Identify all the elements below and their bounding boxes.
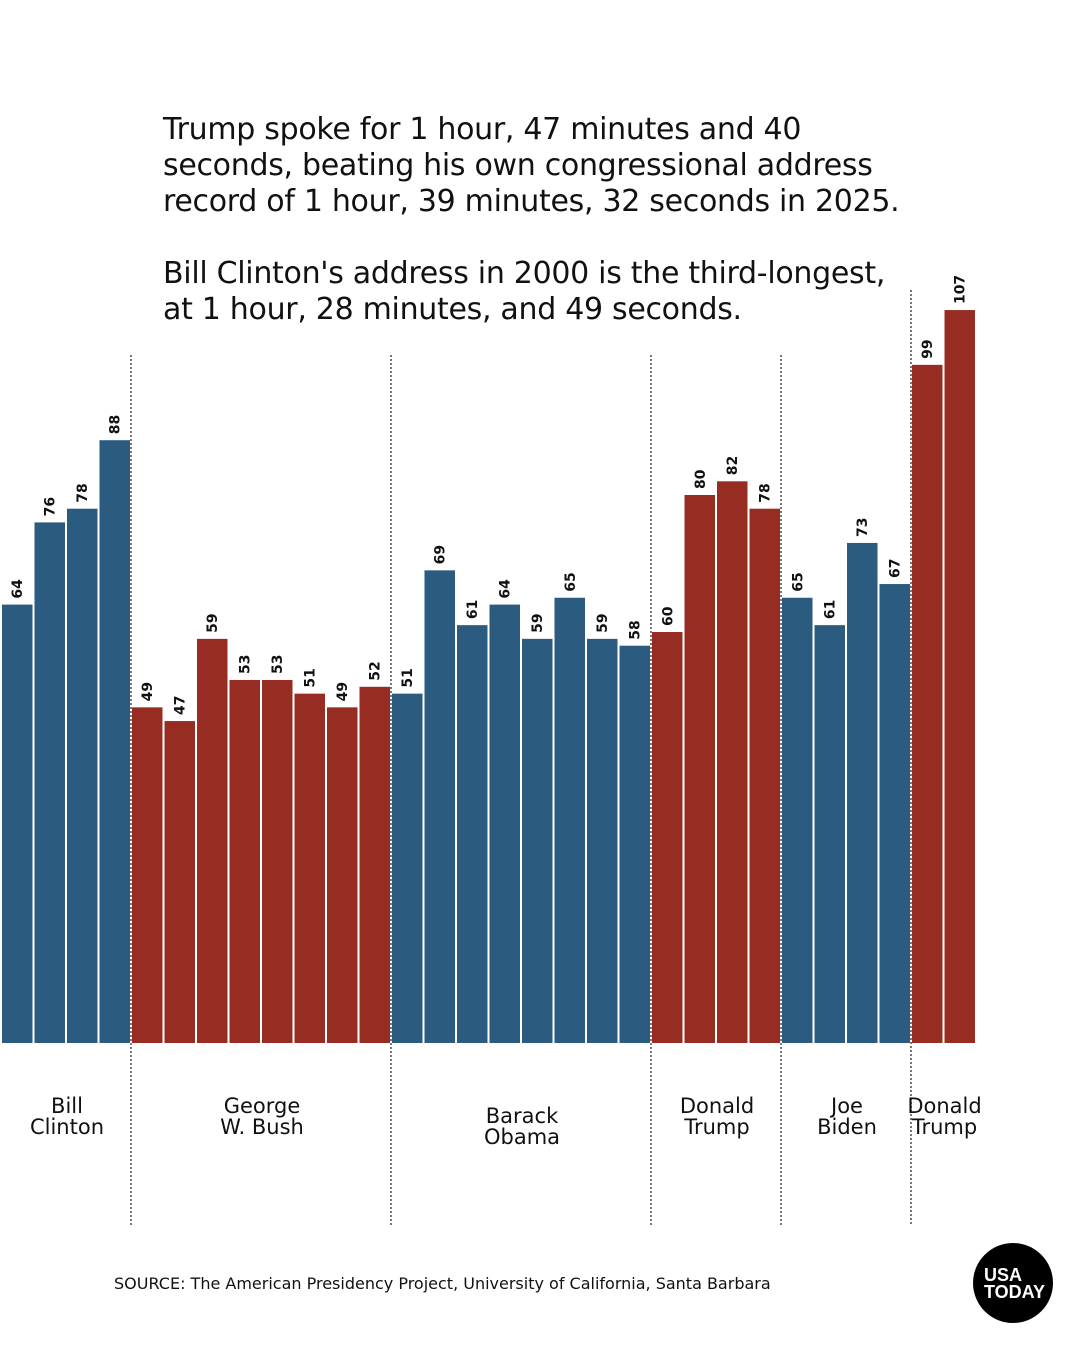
bar: [522, 638, 553, 1043]
bar-value-label: 49: [335, 682, 351, 701]
group-label: George W. Bush: [202, 1096, 322, 1138]
bar: [424, 570, 455, 1043]
bar-value-label: 88: [108, 415, 124, 434]
bar-value-label: 61: [465, 600, 481, 619]
bar: [197, 638, 228, 1043]
bar-value-label: 99: [920, 339, 936, 358]
bar: [164, 721, 195, 1043]
group-label: Barack Obama: [462, 1106, 582, 1148]
bar: [67, 508, 98, 1043]
group-label-line: Donald: [679, 1094, 755, 1118]
group-label: Joe Biden: [787, 1096, 907, 1138]
bar-value-label: 64: [498, 579, 514, 599]
bar: [717, 481, 748, 1043]
bar-value-label: 59: [595, 613, 611, 632]
group-label-line: Bill: [51, 1094, 83, 1118]
group-label-line: Barack: [485, 1104, 559, 1128]
bar: [944, 310, 975, 1043]
bar: [229, 679, 260, 1043]
bar-value-label: 78: [758, 483, 774, 502]
group-label-line: W. Bush: [220, 1115, 304, 1139]
clinton-paragraph: Bill Clinton's address in 2000 is the th…: [163, 256, 886, 327]
bar-value-label: 78: [75, 483, 91, 502]
bar-value-label: 80: [693, 469, 709, 489]
bar: [619, 645, 650, 1043]
group-label-line: Joe: [831, 1094, 863, 1118]
bar-value-label: 59: [205, 613, 221, 632]
bar: [262, 679, 293, 1043]
bar: [652, 632, 683, 1043]
bar-value-label: 69: [433, 545, 449, 564]
bar: [489, 604, 520, 1043]
group-label: Donald Trump: [885, 1096, 1005, 1138]
bar-value-label: 107: [953, 275, 969, 304]
group-label-line: Obama: [483, 1125, 561, 1149]
bar-value-label: 49: [140, 682, 156, 701]
bar: [782, 597, 813, 1043]
group-label-line: Trump: [684, 1115, 750, 1139]
bar-value-label: 59: [530, 613, 546, 632]
bar-value-label: 82: [725, 456, 741, 475]
bar: [847, 542, 878, 1043]
bar: [879, 584, 910, 1043]
bar-value-label: 52: [368, 661, 384, 680]
bar: [684, 495, 715, 1043]
intro-paragraph: Trump spoke for 1 hour, 47 minutes and 4…: [163, 112, 900, 219]
bar-value-label: 76: [43, 497, 59, 516]
bar-value-label: 73: [855, 517, 871, 536]
bar-value-label: 65: [790, 572, 806, 591]
bar: [2, 604, 33, 1043]
bar: [912, 364, 943, 1044]
usa-today-logo: USA TODAY: [973, 1243, 1053, 1323]
bar-value-label: 53: [270, 654, 286, 673]
group-label: Bill Clinton: [7, 1096, 127, 1138]
bar: [814, 625, 845, 1043]
bar-value-label: 51: [303, 668, 319, 687]
bar: [749, 508, 780, 1043]
bar-value-label: 51: [400, 668, 416, 687]
group-label-line: Biden: [817, 1115, 877, 1139]
bar-value-label: 61: [823, 600, 839, 619]
bar: [587, 638, 618, 1043]
group-label: Donald Trump: [657, 1096, 777, 1138]
bar: [34, 522, 65, 1043]
bar: [99, 440, 130, 1043]
bar: [327, 707, 358, 1043]
source-note: SOURCE: The American Presidency Project,…: [114, 1274, 771, 1293]
bar: [132, 707, 163, 1043]
bar: [392, 693, 423, 1043]
bar-value-label: 47: [173, 696, 189, 715]
bar: [294, 693, 325, 1043]
group-label-line: Donald: [907, 1094, 982, 1118]
bar-value-label: 64: [10, 579, 26, 599]
bar-value-label: 60: [660, 606, 676, 626]
bar-value-label: 65: [563, 572, 579, 591]
bar: [457, 625, 488, 1043]
bar-value-label: 58: [628, 620, 644, 639]
bar-value-label: 67: [888, 559, 904, 578]
bar-value-label: 53: [238, 654, 254, 673]
bar: [359, 686, 390, 1043]
bar: [554, 597, 585, 1043]
group-label-line: George: [223, 1094, 301, 1118]
group-label-line: Trump: [911, 1115, 978, 1139]
group-label-line: Clinton: [29, 1115, 105, 1139]
